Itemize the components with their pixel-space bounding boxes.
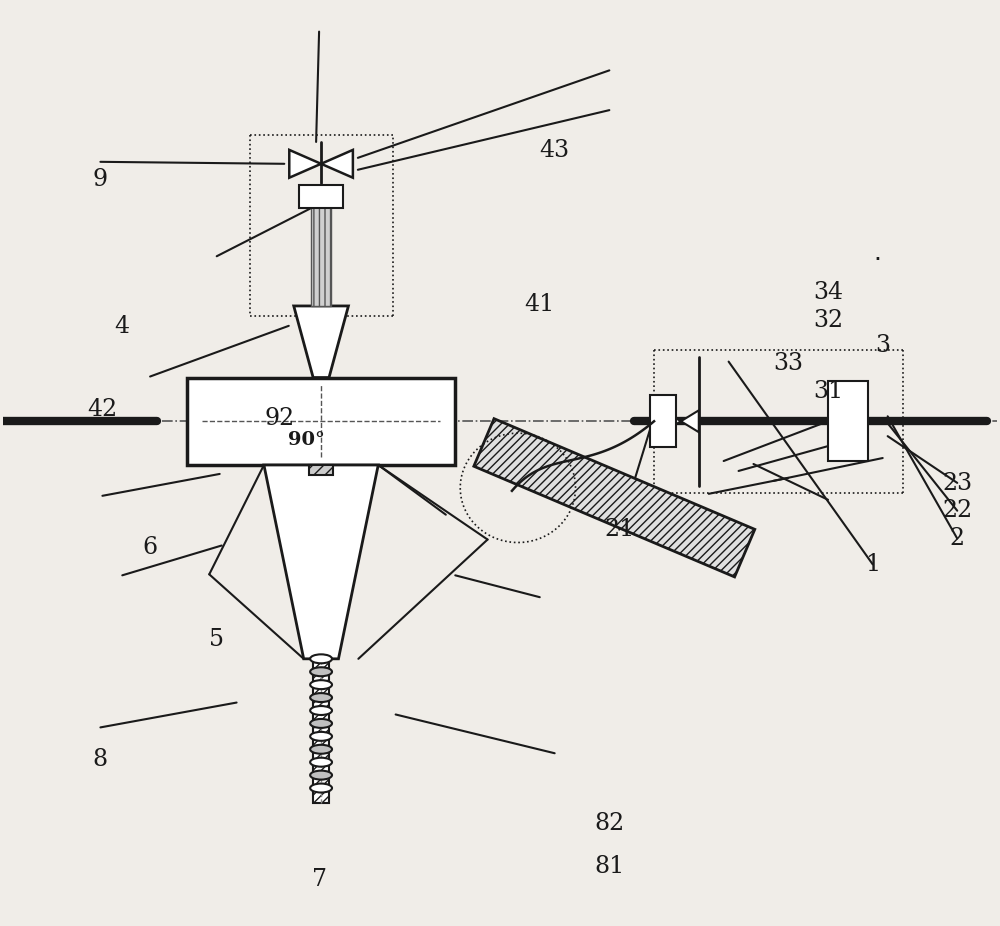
Bar [187, 378, 455, 465]
Ellipse shape [310, 783, 332, 793]
Ellipse shape [310, 668, 332, 676]
Text: 92: 92 [264, 407, 294, 431]
Polygon shape [264, 465, 378, 658]
Text: 1: 1 [865, 553, 880, 576]
Polygon shape [474, 419, 755, 577]
Text: 23: 23 [942, 471, 972, 494]
Text: 3: 3 [875, 333, 890, 357]
Text: 6: 6 [143, 536, 158, 559]
Polygon shape [663, 410, 681, 432]
Ellipse shape [310, 745, 332, 754]
Bar [299, 184, 343, 207]
Text: 4: 4 [115, 315, 130, 338]
Ellipse shape [310, 770, 332, 780]
Text: 8: 8 [93, 748, 108, 770]
Bar [311, 202, 331, 306]
Polygon shape [321, 150, 353, 178]
Text: 22: 22 [942, 499, 972, 522]
Text: 9: 9 [93, 168, 108, 191]
Text: 82: 82 [594, 812, 624, 835]
Ellipse shape [310, 719, 332, 728]
Text: 2: 2 [950, 527, 965, 550]
Ellipse shape [310, 757, 332, 767]
Bar [309, 465, 333, 475]
Ellipse shape [310, 706, 332, 715]
Text: 5: 5 [209, 628, 224, 651]
Ellipse shape [310, 681, 332, 689]
Bar [828, 382, 868, 461]
Text: 33: 33 [773, 352, 803, 375]
Text: 7: 7 [312, 868, 327, 891]
Text: 90°: 90° [288, 432, 325, 449]
Bar [313, 658, 329, 803]
Ellipse shape [310, 655, 332, 663]
Polygon shape [294, 306, 348, 378]
Polygon shape [681, 410, 699, 432]
Polygon shape [289, 150, 321, 178]
Text: 42: 42 [87, 398, 118, 421]
Text: 81: 81 [594, 855, 624, 878]
Text: 41: 41 [525, 294, 555, 316]
Text: 43: 43 [540, 139, 570, 161]
Ellipse shape [310, 732, 332, 741]
Bar [650, 395, 676, 447]
Text: 31: 31 [813, 380, 843, 403]
Ellipse shape [310, 694, 332, 702]
Text: .: . [874, 241, 882, 265]
Text: 34: 34 [813, 282, 843, 305]
Text: 21: 21 [604, 518, 634, 541]
Text: 32: 32 [813, 309, 843, 332]
